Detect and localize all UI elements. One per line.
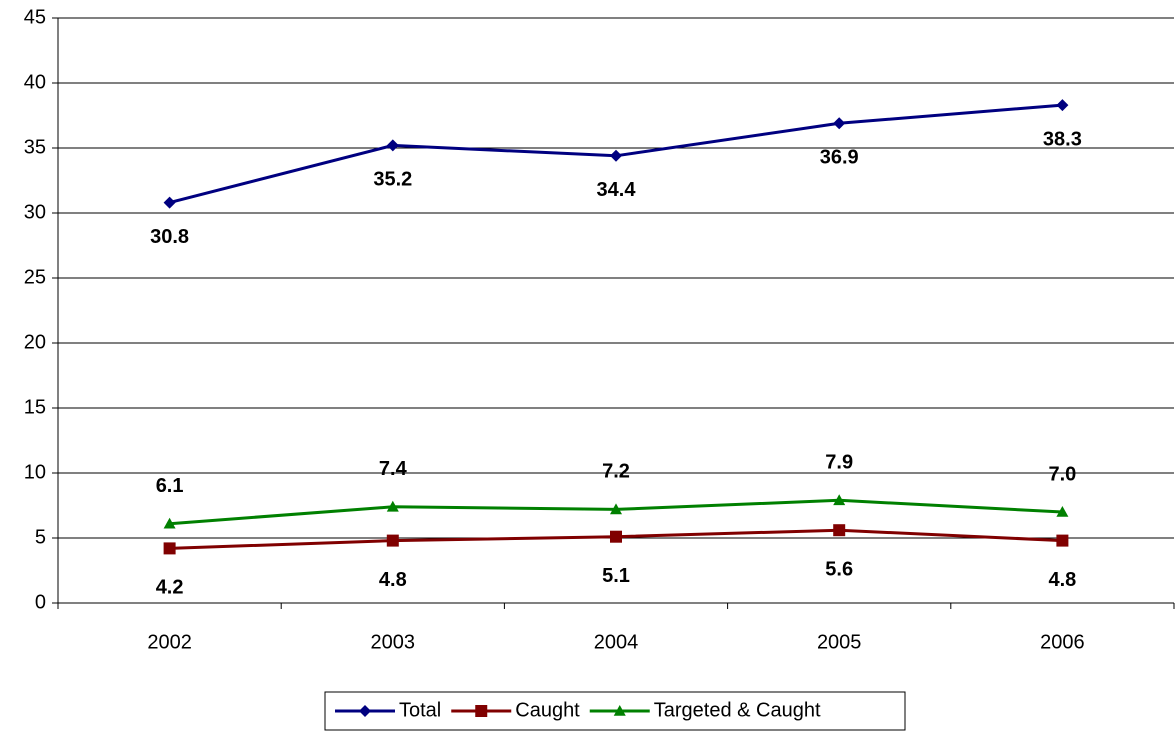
marker — [1056, 99, 1069, 112]
value-label: 4.2 — [156, 577, 184, 599]
x-tick-label: 2006 — [1040, 631, 1085, 653]
y-tick-label: 10 — [24, 461, 46, 483]
x-tick-label: 2003 — [371, 631, 416, 653]
y-tick-label: 5 — [35, 526, 46, 548]
x-tick-label: 2002 — [147, 631, 192, 653]
marker — [386, 139, 399, 152]
value-label: 4.8 — [379, 569, 407, 591]
value-label: 7.0 — [1048, 463, 1076, 485]
marker — [833, 524, 846, 537]
value-label: 38.3 — [1043, 128, 1082, 150]
value-label: 4.8 — [1048, 569, 1076, 591]
marker — [386, 500, 399, 512]
legend-label: Caught — [515, 699, 580, 721]
x-tick-label: 2005 — [817, 631, 862, 653]
y-tick-label: 20 — [24, 331, 46, 353]
value-label: 36.9 — [820, 147, 859, 169]
marker — [163, 517, 176, 529]
marker — [163, 196, 176, 209]
value-label: 7.9 — [825, 452, 853, 474]
value-label: 30.8 — [150, 226, 189, 248]
marker — [475, 705, 488, 717]
marker — [610, 149, 622, 162]
value-label: 5.1 — [602, 565, 630, 587]
marker — [613, 705, 626, 716]
marker — [833, 117, 846, 130]
value-label: 34.4 — [597, 179, 637, 201]
y-tick-label: 25 — [24, 266, 46, 288]
y-tick-label: 40 — [24, 71, 46, 93]
value-label: 6.1 — [156, 475, 184, 497]
y-tick-label: 15 — [24, 396, 46, 418]
x-tick-label: 2004 — [594, 631, 639, 653]
y-tick-label: 45 — [24, 6, 46, 28]
legend-label: Total — [399, 699, 441, 721]
value-label: 5.6 — [825, 558, 853, 580]
y-tick-label: 30 — [24, 201, 46, 223]
value-label: 7.2 — [602, 461, 630, 483]
marker — [1056, 534, 1069, 547]
marker — [610, 503, 622, 515]
marker — [163, 542, 176, 555]
marker — [833, 494, 846, 506]
marker — [359, 705, 371, 717]
marker — [386, 534, 399, 547]
legend-label: Targeted & Caught — [654, 699, 821, 721]
y-tick-label: 35 — [24, 136, 46, 158]
value-label: 7.4 — [379, 458, 408, 480]
value-label: 35.2 — [373, 169, 412, 191]
marker — [610, 530, 622, 543]
y-tick-label: 0 — [35, 591, 46, 613]
marker — [1056, 506, 1069, 517]
